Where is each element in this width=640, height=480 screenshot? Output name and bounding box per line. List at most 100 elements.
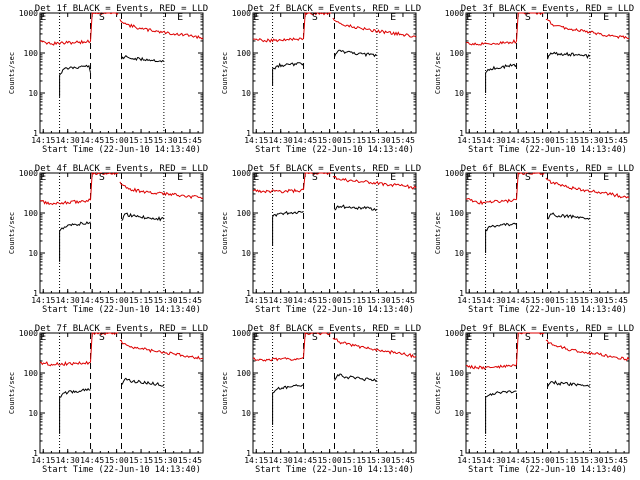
y-axis-label: Counts/sec (221, 372, 229, 414)
x-tick-label: 15:45 (178, 296, 202, 305)
det-panel-8: 14:15 14:30 14:45 15:00 15:15 15:30 15:45 1 10 10… (221, 324, 421, 475)
y-tick-label: 100 (237, 209, 252, 218)
x-tick-label: 15:45 (391, 456, 415, 465)
lld-line (516, 12, 545, 42)
x-tick-label: 14:45 (506, 456, 530, 465)
lld-line (39, 39, 91, 46)
marker-s: S (312, 12, 318, 23)
det-panel-4: 14:15 14:30 14:45 15:00 15:15 15:30 15:45 1 10 10… (8, 164, 208, 315)
marker-e: E (177, 12, 183, 23)
x-tick-label: 14:30 (269, 456, 293, 465)
y-tick-label: 10 (454, 89, 464, 98)
x-tick-label: 15:30 (153, 456, 177, 465)
lld-line (119, 18, 204, 40)
x-tick-label: 14:30 (269, 296, 293, 305)
x-tick-label: 15:00 (318, 456, 342, 465)
x-tick-label: 15:15 (555, 456, 579, 465)
x-tick-label: 14:30 (56, 296, 80, 305)
x-tick-label: 15:00 (531, 136, 555, 145)
x-tick-label: 15:30 (366, 296, 390, 305)
lld-line (39, 198, 91, 206)
y-tick-label: 10 (28, 409, 38, 418)
lld-line (332, 337, 417, 359)
marker-e: E (177, 172, 183, 183)
y-tick-label: 1000 (445, 169, 464, 178)
y-tick-label: 1 (33, 129, 38, 138)
det-panel-3: 14:15 14:30 14:45 15:00 15:15 15:30 15:45 1 10 10… (434, 4, 634, 155)
chart-title: Det 8f BLACK = Events, RED = LLD (248, 324, 421, 334)
marker-e: E (603, 172, 609, 183)
x-tick-label: 15:45 (604, 296, 628, 305)
lld-line (90, 171, 119, 201)
x-tick-label: 15:00 (318, 136, 342, 145)
chart-title: Det 7f BLACK = Events, RED = LLD (35, 324, 208, 334)
x-tick-label: 14:15 (457, 296, 481, 305)
marker-s: S (312, 172, 318, 183)
det-panel-5: 14:15 14:30 14:45 15:00 15:15 15:30 15:45 1 10 10… (221, 164, 421, 315)
x-tick-label: 14:30 (269, 136, 293, 145)
x-axis-label: Start Time (22-Jun-10 14:13:40) (255, 145, 414, 155)
y-tick-label: 1000 (232, 9, 251, 18)
y-axis-label: Counts/sec (434, 52, 442, 94)
x-tick-label: 14:45 (293, 296, 317, 305)
x-tick-label: 15:45 (391, 296, 415, 305)
y-tick-label: 10 (241, 409, 251, 418)
y-tick-label: 10 (28, 249, 38, 258)
x-axis-label: Start Time (22-Jun-10 14:13:40) (42, 465, 201, 475)
x-tick-label: 15:45 (604, 136, 628, 145)
y-tick-label: 1000 (232, 169, 251, 178)
x-tick-label: 15:30 (153, 296, 177, 305)
y-tick-label: 100 (24, 369, 39, 378)
events-line (334, 49, 378, 58)
x-tick-label: 14:45 (506, 136, 530, 145)
events-line (59, 387, 91, 434)
y-tick-label: 1000 (445, 9, 464, 18)
x-tick-label: 14:45 (80, 296, 104, 305)
lld-line (545, 18, 629, 40)
lld-line (332, 175, 417, 190)
x-tick-label: 14:45 (293, 456, 317, 465)
x-tick-label: 14:30 (482, 296, 506, 305)
y-axis-label: Counts/sec (434, 212, 442, 254)
lld-line (545, 177, 630, 199)
chart-title: Det 6f BLACK = Events, RED = LLD (461, 164, 634, 174)
det-panel-7: 14:15 14:30 14:45 15:00 15:15 15:30 15:45 1 10 10… (8, 324, 208, 475)
y-axis-label: Counts/sec (434, 372, 442, 414)
y-tick-label: 1 (246, 129, 251, 138)
lld-line (303, 332, 332, 358)
x-tick-label: 15:45 (178, 136, 202, 145)
lld-line (252, 356, 304, 362)
x-tick-label: 15:45 (391, 136, 415, 145)
y-tick-label: 1000 (19, 329, 38, 338)
y-tick-label: 100 (24, 49, 39, 58)
y-tick-label: 10 (28, 89, 38, 98)
y-axis-label: Counts/sec (8, 212, 16, 254)
y-tick-label: 100 (237, 369, 252, 378)
marker-e: E (603, 12, 609, 23)
marker-e: E (466, 332, 472, 343)
marker-s: S (525, 172, 531, 183)
x-tick-label: 15:00 (531, 456, 555, 465)
marker-s: S (99, 12, 105, 23)
x-axis-label: Start Time (22-Jun-10 14:13:40) (468, 145, 627, 155)
y-tick-label: 100 (450, 369, 465, 378)
events-line (272, 62, 304, 86)
marker-e: E (253, 332, 259, 343)
x-axis-label: Start Time (22-Jun-10 14:13:40) (468, 465, 627, 475)
y-axis-label: Counts/sec (8, 52, 16, 94)
x-tick-label: 14:15 (31, 296, 55, 305)
chart-title: Det 5f BLACK = Events, RED = LLD (248, 164, 421, 174)
y-tick-label: 100 (450, 209, 465, 218)
lld-line (303, 11, 332, 39)
x-tick-label: 15:30 (153, 136, 177, 145)
y-tick-label: 10 (241, 89, 251, 98)
det-panel-9: 14:15 14:30 14:45 15:00 15:15 15:30 15:45 1 10 10… (434, 324, 634, 475)
chart-title: Det 2f BLACK = Events, RED = LLD (248, 4, 421, 14)
events-line (547, 51, 591, 60)
x-tick-label: 15:15 (342, 456, 366, 465)
chart-title: Det 3f BLACK = Events, RED = LLD (461, 4, 634, 14)
x-tick-label: 15:00 (318, 296, 342, 305)
x-tick-label: 15:15 (555, 296, 579, 305)
y-tick-label: 1000 (445, 329, 464, 338)
y-axis-label: Counts/sec (221, 212, 229, 254)
